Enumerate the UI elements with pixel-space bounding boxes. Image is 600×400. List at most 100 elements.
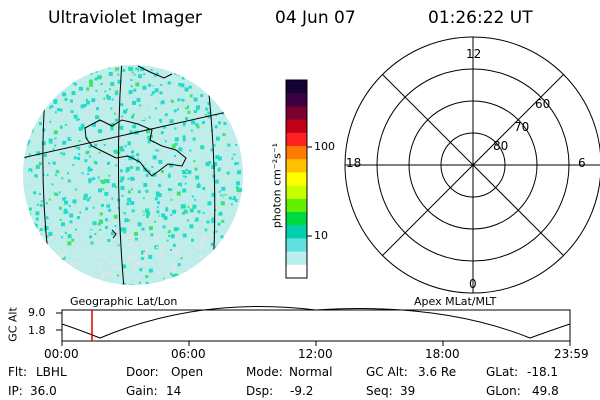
speckle xyxy=(46,273,50,277)
speckle xyxy=(236,253,239,255)
speckle xyxy=(217,121,221,125)
speckle xyxy=(184,226,189,231)
speckle xyxy=(222,235,226,239)
speckle xyxy=(52,161,56,165)
speckle xyxy=(81,172,84,175)
speckle xyxy=(127,177,130,180)
speckle xyxy=(51,67,55,72)
speckle xyxy=(92,247,95,250)
speckle xyxy=(217,222,221,226)
mlt-label-0: 0 xyxy=(469,277,477,291)
speckle xyxy=(159,179,163,183)
speckle xyxy=(55,265,59,269)
polar-caption: Apex MLat/MLT xyxy=(414,295,497,308)
speckle xyxy=(53,130,58,135)
speckle xyxy=(64,231,67,234)
status-gain-label: Gain: xyxy=(126,384,158,398)
speckle xyxy=(27,197,32,202)
speckle xyxy=(57,258,60,260)
speckle xyxy=(24,156,27,159)
speckle xyxy=(180,257,183,260)
status-gcalt-value: 3.6 Re xyxy=(418,365,457,379)
speckle xyxy=(240,273,242,276)
speckle xyxy=(176,191,181,196)
speckle xyxy=(182,138,186,142)
speckle xyxy=(133,88,137,92)
speckle xyxy=(197,210,201,214)
speckle xyxy=(39,228,43,231)
speckle xyxy=(144,161,149,166)
speckle xyxy=(64,197,67,200)
speckle xyxy=(181,98,185,102)
altitude-tick-9: 9.0 xyxy=(28,306,46,319)
speckle xyxy=(130,201,135,205)
speckle xyxy=(182,188,187,193)
speckle xyxy=(241,198,243,201)
speckle xyxy=(44,84,48,88)
speckle xyxy=(157,201,160,205)
speckle xyxy=(54,262,58,266)
speckle xyxy=(34,67,38,71)
speckle xyxy=(131,73,134,76)
speckle xyxy=(108,66,111,69)
speckle xyxy=(225,77,230,82)
speckle xyxy=(158,159,163,164)
speckle xyxy=(142,85,147,90)
speckle xyxy=(120,227,125,232)
speckle xyxy=(108,208,112,212)
speckle xyxy=(95,98,99,102)
speckle xyxy=(229,112,232,115)
time-tick-1800: 18:00 xyxy=(425,347,460,361)
speckle xyxy=(91,168,93,171)
speckle xyxy=(64,206,67,209)
speckle xyxy=(144,263,147,265)
status-door-value: Open xyxy=(171,365,204,379)
time-tick-2359: 23:59 xyxy=(554,347,589,361)
speckle xyxy=(163,215,168,220)
speckle xyxy=(49,235,54,240)
speckle xyxy=(238,206,242,210)
speckle xyxy=(177,108,179,111)
speckle xyxy=(32,238,36,242)
speckle xyxy=(119,207,123,211)
speckle xyxy=(195,245,199,249)
speckle xyxy=(165,206,168,209)
speckle xyxy=(145,208,150,213)
status-door-label: Door: xyxy=(126,365,159,379)
speckle xyxy=(45,254,50,259)
speckle xyxy=(191,79,193,82)
speckle xyxy=(189,208,194,213)
speckle xyxy=(132,124,137,129)
speckle xyxy=(213,149,216,152)
speckle xyxy=(54,104,58,107)
speckle xyxy=(121,152,126,157)
speckle xyxy=(241,270,243,275)
speckle xyxy=(60,281,64,285)
status-glon-value: 49.8 xyxy=(532,384,559,398)
speckle xyxy=(231,79,234,82)
speckle xyxy=(143,252,148,257)
speckle xyxy=(25,95,29,99)
speckle xyxy=(141,214,144,217)
speckle xyxy=(226,271,229,274)
speckle xyxy=(163,152,166,155)
speckle xyxy=(98,116,102,119)
speckle xyxy=(76,76,79,79)
speckle xyxy=(121,255,124,258)
speckle xyxy=(231,239,235,242)
speckle xyxy=(50,215,53,218)
speckle xyxy=(242,135,243,140)
status-seq-value: 39 xyxy=(400,384,416,398)
speckle xyxy=(171,144,176,149)
speckle xyxy=(201,121,205,124)
status-gcalt-label: GC Alt: xyxy=(366,365,408,379)
colorbar-tick-100: 100 xyxy=(314,140,335,153)
speckle xyxy=(194,167,198,171)
speckle xyxy=(83,274,86,277)
speckle xyxy=(148,226,153,231)
speckle xyxy=(145,173,149,177)
speckle xyxy=(134,237,138,241)
speckle xyxy=(221,219,225,223)
speckle xyxy=(28,207,32,211)
speckle xyxy=(61,241,64,244)
